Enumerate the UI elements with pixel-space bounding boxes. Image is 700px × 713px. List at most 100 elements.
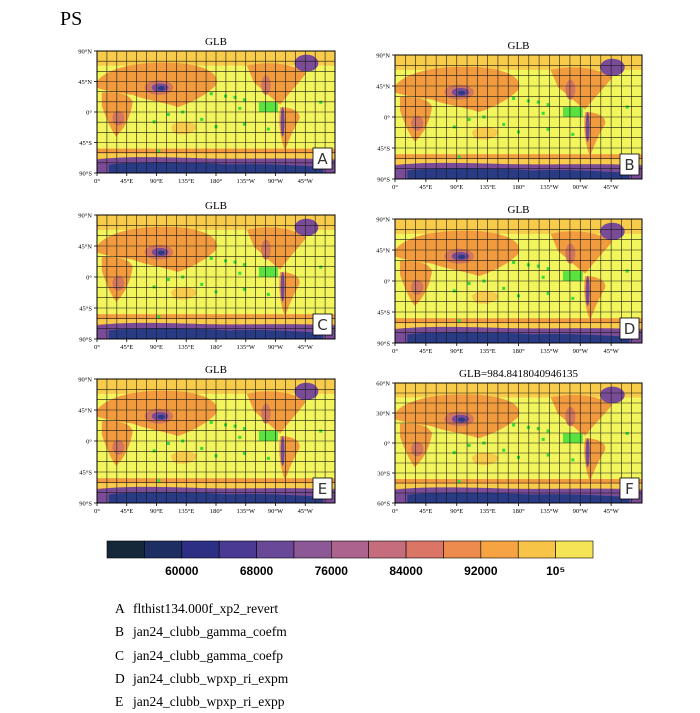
station-marker [546,103,550,107]
station-marker [502,448,506,452]
legend-key: C [115,647,125,663]
station-marker [152,285,156,289]
station-marker [319,429,323,433]
station-marker [502,122,506,126]
lon-tick-label: 0° [94,178,100,185]
lat-tick-label: 45°S [377,310,390,317]
lon-tick-label: 45°E [120,508,133,515]
lon-tick-label: 45°W [604,508,620,515]
legend-name: jan24_clubb_gamma_coefm [133,624,287,640]
lat-tick-label: 45°S [79,140,92,147]
lon-tick-label: 90°E [150,178,163,185]
tibet-plateau [157,414,165,420]
colorbar-swatch [368,540,407,559]
rockies [565,243,576,264]
station-marker [209,420,213,424]
colorbar-tick-label: 10⁵ [546,564,565,578]
rockies [261,403,271,424]
north-america [550,395,613,436]
station-marker [452,289,456,293]
station-marker [243,287,247,291]
legend-key: D [115,670,125,686]
colorbar-swatch [256,540,295,559]
panel-label: A [317,150,328,168]
legend-name: flthist134.000f_xp2_revert [133,601,279,616]
colorbar-tick-label: 68000 [240,564,274,578]
colorbar-swatch [331,540,369,559]
legend-key: E [115,694,124,710]
lon-tick-label: 135°E [479,184,495,191]
colorbar: 60000 68000 76000 84000 92000 10⁵ [106,540,594,578]
tibet-plateau [157,86,165,91]
rockies [261,75,271,95]
panel-label: B [624,156,634,174]
north-america [550,67,613,110]
station-marker [546,127,550,131]
station-block [562,107,583,117]
station-marker [166,112,170,116]
greenland [600,58,625,77]
lon-tick-label: 135°E [178,508,194,515]
australia [170,286,197,300]
lon-tick-label: 0° [392,184,398,191]
lon-tick-label: 180° [512,508,525,515]
panel-label-box [619,317,640,340]
map-field [97,215,335,339]
station-marker [541,437,545,441]
legend-key: A [115,601,125,616]
station-marker [502,286,506,290]
lon-tick-label: 90°W [268,178,284,185]
lon-tick-label: 135°W [540,348,559,355]
panel-label: E [318,480,327,498]
greenland [600,222,625,241]
lat-tick-label: 90°S [377,177,390,184]
colorbar-swatch [517,540,556,559]
lon-tick-label: 135°E [479,508,495,515]
lon-tick-label: 45°E [419,508,432,515]
station-marker [467,117,471,121]
lon-tick-label: 135°E [178,344,194,351]
lon-tick-label: 135°E [479,348,495,355]
lon-tick-label: 90°W [268,508,284,515]
lon-tick-label: 180° [210,508,223,515]
station-marker [457,155,461,159]
lat-tick-label: 45°S [79,306,92,313]
lon-tick-label: 90°W [573,184,589,191]
station-marker [152,449,156,453]
station-marker [200,282,204,286]
station-marker [243,98,247,102]
station-marker [546,291,550,295]
lat-tick-label: 90°N [78,213,92,220]
lon-tick-label: 135°W [237,508,256,515]
colorbar-swatch [144,540,183,559]
map-field [97,51,335,173]
lat-tick-label: 0° [384,441,390,448]
lat-tick-label: 45°N [78,79,92,86]
lat-tick-label: 0° [86,110,92,117]
station-marker [536,100,540,104]
map-field [395,55,642,179]
station-marker [625,269,629,273]
station-marker [571,458,575,462]
rockies [565,407,576,427]
lat-tick-label: 90°N [376,53,390,60]
panel-title: GLB [508,204,530,216]
panel-label: D [624,320,636,338]
africa-highland [411,279,424,295]
station-marker [243,263,247,267]
station-block [562,433,583,443]
colorbar-swatch [480,540,519,559]
station-marker [209,92,213,96]
figure-title: PS [60,8,83,30]
africa-highland [112,439,125,455]
panel-title: GLB [205,364,227,376]
greenland [294,382,319,401]
map-field [395,219,642,343]
legend-name: jan24_clubb_gamma_coefp [133,647,283,663]
station-marker [157,149,161,153]
lat-tick-label: 60°N [376,381,390,388]
lon-tick-label: 135°E [178,178,194,185]
panel-title: GLB=984.8418040946135 [459,368,578,380]
